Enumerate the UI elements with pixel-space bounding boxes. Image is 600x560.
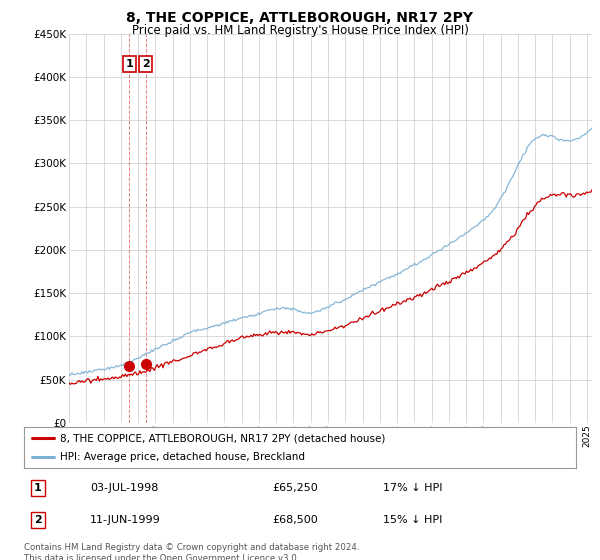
- Text: 2: 2: [142, 59, 149, 69]
- Text: £65,250: £65,250: [272, 483, 318, 493]
- Text: £68,500: £68,500: [272, 515, 318, 525]
- Text: 15% ↓ HPI: 15% ↓ HPI: [383, 515, 442, 525]
- Text: Contains HM Land Registry data © Crown copyright and database right 2024.
This d: Contains HM Land Registry data © Crown c…: [24, 543, 359, 560]
- Text: 1: 1: [34, 483, 41, 493]
- Text: Price paid vs. HM Land Registry's House Price Index (HPI): Price paid vs. HM Land Registry's House …: [131, 24, 469, 36]
- Text: 1: 1: [125, 59, 133, 69]
- Text: 11-JUN-1999: 11-JUN-1999: [90, 515, 161, 525]
- Text: HPI: Average price, detached house, Breckland: HPI: Average price, detached house, Brec…: [60, 452, 305, 461]
- Text: 8, THE COPPICE, ATTLEBOROUGH, NR17 2PY: 8, THE COPPICE, ATTLEBOROUGH, NR17 2PY: [127, 11, 473, 25]
- Text: 03-JUL-1998: 03-JUL-1998: [90, 483, 158, 493]
- Text: 17% ↓ HPI: 17% ↓ HPI: [383, 483, 442, 493]
- Text: 8, THE COPPICE, ATTLEBOROUGH, NR17 2PY (detached house): 8, THE COPPICE, ATTLEBOROUGH, NR17 2PY (…: [60, 433, 385, 443]
- Text: 2: 2: [34, 515, 41, 525]
